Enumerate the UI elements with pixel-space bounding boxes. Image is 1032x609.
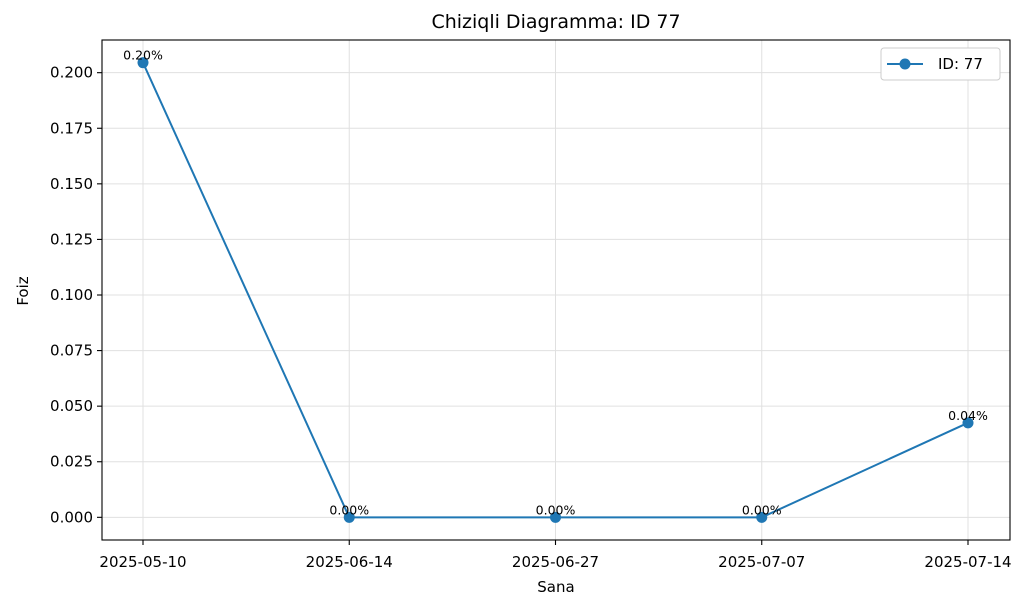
grid-layer (102, 40, 1010, 540)
data-point (343, 511, 355, 523)
y-tick-label: 0.150 (50, 175, 93, 193)
x-tick-label: 2025-06-27 (512, 553, 599, 571)
y-tick-label: 0.175 (50, 119, 93, 137)
data-point (137, 57, 149, 69)
y-axis-label: Foiz (14, 276, 32, 305)
y-tick-label: 0.050 (50, 397, 93, 415)
legend-label: ID: 77 (938, 55, 983, 73)
x-tick-label: 2025-07-07 (718, 553, 805, 571)
data-point (550, 511, 561, 523)
y-tick-label: 0.075 (50, 342, 93, 360)
data-label: 0.00% (329, 502, 369, 517)
legend-marker (899, 58, 911, 70)
y-tick-label: 0.200 (50, 64, 93, 82)
legend: ID: 77 (880, 47, 1001, 81)
series-layer: 0.20% 0.00% 0.00% 0.00% 0.04% (123, 48, 988, 523)
data-point (962, 417, 974, 429)
x-tick-label: 2025-06-14 (306, 553, 393, 571)
data-point (756, 511, 768, 523)
y-tick-label: 0.000 (50, 508, 93, 526)
x-tick-label: 2025-05-10 (99, 553, 186, 571)
axis-layer: 0.000 0.025 0.050 0.075 0.100 0.125 0.150 0.175… (50, 64, 1012, 571)
chart-title: Chiziqli Diagramma: ID 77 (431, 11, 680, 33)
legend-box (880, 47, 1001, 81)
data-label: 0.00% (536, 502, 576, 517)
data-label: 0.20% (123, 48, 163, 63)
y-tick-label: 0.025 (50, 453, 93, 471)
y-tick-label: 0.125 (50, 230, 93, 248)
y-tick-label: 0.100 (50, 286, 93, 304)
data-label: 0.04% (948, 408, 988, 423)
x-tick-label: 2025-07-14 (924, 553, 1011, 571)
data-label: 0.00% (742, 502, 782, 517)
x-axis-label: Sana (537, 578, 574, 596)
